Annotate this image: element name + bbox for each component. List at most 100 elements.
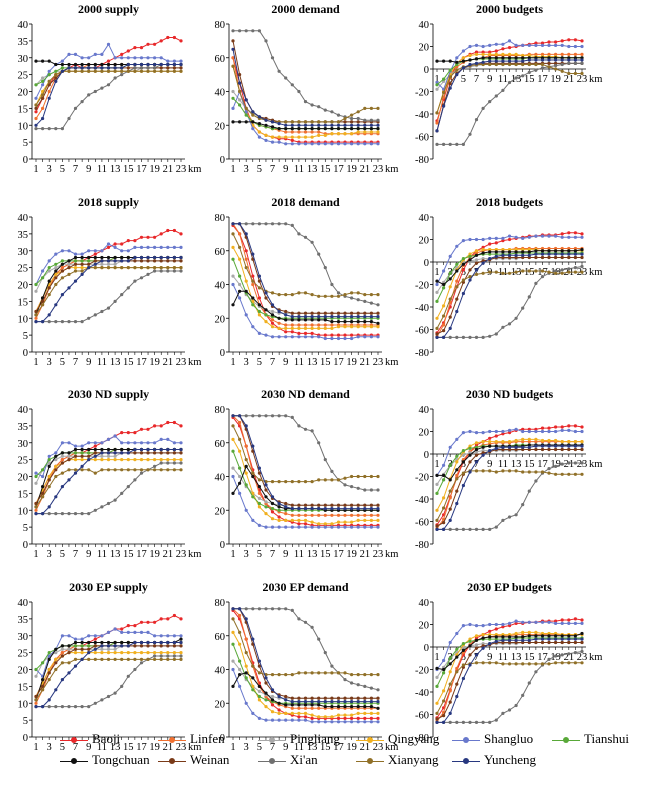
data-point xyxy=(461,453,465,457)
data-point xyxy=(54,320,58,324)
x-tick-label: 17 xyxy=(136,742,147,753)
chart-title: 2000 supply xyxy=(78,2,139,16)
data-point xyxy=(277,321,281,325)
data-point xyxy=(93,444,97,448)
data-point xyxy=(534,479,538,483)
data-point xyxy=(554,246,558,251)
data-point xyxy=(461,239,465,243)
data-point xyxy=(468,278,472,282)
data-point xyxy=(153,62,157,67)
data-point xyxy=(60,249,64,253)
data-point xyxy=(133,69,137,73)
data-point xyxy=(330,336,334,341)
data-point xyxy=(455,142,459,146)
data-point xyxy=(376,706,380,710)
data-point xyxy=(80,511,84,516)
data-point xyxy=(547,56,551,60)
data-point xyxy=(303,513,308,517)
data-point xyxy=(54,266,58,270)
data-point xyxy=(534,68,538,72)
y-tick-label: 20 xyxy=(18,281,29,292)
series-shangluo xyxy=(435,39,584,91)
data-point xyxy=(133,431,137,435)
data-point xyxy=(120,56,124,60)
y-tick-label: 40 xyxy=(215,281,226,292)
data-point xyxy=(264,39,268,43)
data-point xyxy=(297,703,301,707)
y-tick-label: 35 xyxy=(18,422,29,433)
data-point xyxy=(270,125,275,129)
data-point xyxy=(159,654,163,658)
x-tick-label: 7 xyxy=(270,164,275,175)
series-weinan xyxy=(231,607,380,700)
data-point xyxy=(363,700,367,704)
data-point xyxy=(573,447,578,452)
data-point xyxy=(67,511,71,516)
data-point xyxy=(363,299,367,303)
data-point xyxy=(521,635,525,639)
x-tick-label: 9 xyxy=(86,549,91,560)
data-point xyxy=(270,120,275,124)
data-point xyxy=(330,132,334,136)
data-point xyxy=(547,255,551,260)
data-point xyxy=(580,429,584,434)
data-point xyxy=(461,648,465,653)
data-point xyxy=(310,513,314,517)
data-point xyxy=(146,468,150,472)
data-point xyxy=(120,447,124,452)
y-tick-label: -20 xyxy=(415,666,429,677)
data-point xyxy=(257,698,261,702)
y-tick-label: 0 xyxy=(424,643,429,654)
data-point xyxy=(474,251,479,255)
data-point xyxy=(336,142,341,146)
data-point xyxy=(80,640,84,645)
data-point xyxy=(231,274,235,278)
data-point xyxy=(238,222,242,226)
data-point xyxy=(73,262,78,266)
data-point xyxy=(580,637,584,641)
data-point xyxy=(369,123,373,127)
y-tick-label: 40 xyxy=(419,20,430,31)
data-point xyxy=(73,259,78,263)
data-point xyxy=(527,470,531,474)
data-point xyxy=(455,437,459,441)
data-point xyxy=(179,644,183,648)
data-point xyxy=(343,127,347,131)
x-tick-label: 9 xyxy=(283,357,288,368)
data-point xyxy=(435,87,439,91)
data-point xyxy=(146,458,150,462)
data-point xyxy=(455,501,459,506)
data-point xyxy=(455,473,459,477)
data-point xyxy=(455,244,459,248)
data-point xyxy=(554,234,558,238)
data-point xyxy=(139,447,144,452)
data-point xyxy=(455,631,459,636)
data-point xyxy=(290,706,294,710)
series-xianyang xyxy=(34,266,183,317)
data-point xyxy=(521,470,525,474)
data-point xyxy=(369,525,373,529)
data-point xyxy=(323,525,327,529)
data-point xyxy=(494,440,498,444)
data-point xyxy=(363,684,367,689)
data-point xyxy=(323,705,327,709)
data-point xyxy=(534,630,538,635)
data-point xyxy=(521,440,525,444)
data-point xyxy=(474,272,479,276)
data-point xyxy=(238,282,242,287)
data-point xyxy=(47,485,51,489)
data-point xyxy=(527,70,531,74)
data-point xyxy=(540,640,545,645)
data-point xyxy=(363,311,367,315)
data-point xyxy=(60,127,64,131)
data-point xyxy=(310,142,314,146)
data-point xyxy=(146,266,150,270)
data-point xyxy=(80,637,84,641)
data-point xyxy=(54,127,58,131)
data-point xyxy=(290,83,294,87)
data-point xyxy=(54,468,58,472)
data-point xyxy=(356,513,360,517)
data-point xyxy=(330,333,334,337)
data-point xyxy=(494,241,498,245)
x-tick-label: 5 xyxy=(60,357,65,368)
